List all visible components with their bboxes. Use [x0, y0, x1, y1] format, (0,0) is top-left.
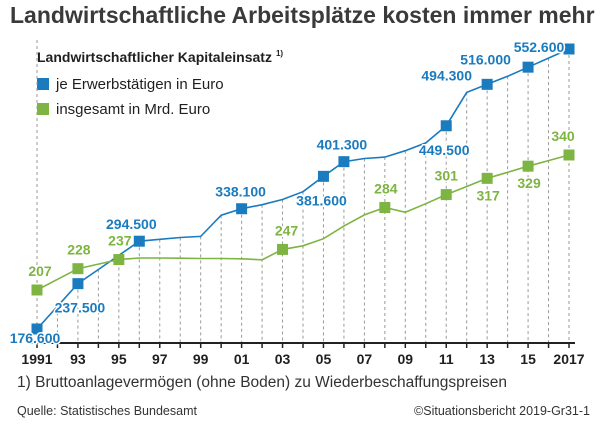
data-label-blue: 237.500 — [55, 300, 106, 316]
series-line-green — [36, 154, 570, 291]
data-point-green — [31, 284, 43, 296]
footnote-marker: 1) — [17, 374, 31, 391]
x-tick-label: 13 — [479, 351, 495, 367]
x-tick-label: 99 — [193, 351, 209, 367]
chart-svg: Landwirtschaftlicher Kapitaleinsatz 1) je… — [8, 38, 585, 368]
legend-label-green: insgesamt in Mrd. Euro — [56, 101, 210, 118]
legend-title-note: 1) — [276, 49, 283, 58]
x-tick-label: 97 — [152, 351, 168, 367]
data-point-green — [481, 172, 493, 184]
x-tick-label: 05 — [316, 351, 332, 367]
data-point-blue — [563, 43, 575, 55]
data-label-green: 237 — [108, 233, 132, 249]
data-label-blue: 449.500 — [419, 142, 470, 158]
legend: Landwirtschaftlicher Kapitaleinsatz 1) je… — [37, 49, 283, 118]
data-label-green: 329 — [517, 175, 541, 191]
data-label-green: 340 — [551, 128, 575, 144]
data-label-blue: 338.100 — [215, 184, 266, 200]
data-label-blue: 176.600 — [10, 330, 61, 346]
legend-label-blue: je Erwerbstätigen in Euro — [55, 76, 224, 93]
data-point-green — [113, 254, 125, 266]
data-label-green: 228 — [67, 242, 91, 258]
x-tick-label: 01 — [234, 351, 250, 367]
x-tick-label: 03 — [275, 351, 291, 367]
x-tick-label: 07 — [357, 351, 373, 367]
data-point-blue — [72, 278, 84, 290]
data-point-blue — [317, 170, 329, 182]
chart-title: Landwirtschaftliche Arbeitsplätze kosten… — [10, 2, 595, 28]
data-point-blue — [31, 323, 43, 335]
data-label-blue: 294.500 — [106, 216, 157, 232]
data-point-blue — [338, 156, 350, 168]
legend-swatch-blue — [37, 78, 49, 90]
source-text: Quelle: Statistisches Bundesamt — [17, 404, 197, 418]
data-label-blue: 381.600 — [296, 192, 347, 208]
data-label-green: 207 — [28, 263, 52, 279]
data-point-green — [277, 243, 289, 255]
data-point-blue — [236, 203, 248, 215]
data-point-green — [72, 263, 84, 275]
footnote: 1) Bruttoanlagevermögen (ohne Boden) zu … — [17, 374, 507, 392]
x-tick-label: 15 — [520, 351, 536, 367]
data-point-green — [563, 149, 575, 161]
data-point-blue — [481, 78, 493, 90]
x-tick-label: 95 — [111, 351, 127, 367]
data-point-green — [440, 189, 452, 201]
data-label-green: 317 — [476, 187, 500, 203]
data-label-blue: 401.300 — [317, 137, 368, 153]
legend-swatch-green — [37, 103, 49, 115]
data-point-green — [522, 160, 534, 172]
data-point-blue — [133, 235, 145, 247]
data-label-blue: 516.000 — [460, 51, 511, 67]
data-label-blue: 552.600 — [514, 39, 565, 55]
plot-area: 1991 93 95 97 99 01 03 05 07 09 11 13 15 2017 176.600 2… — [8, 38, 585, 368]
data-label-green: 301 — [435, 168, 459, 184]
x-tick-label: 1991 — [21, 351, 52, 367]
data-point-blue — [440, 120, 452, 132]
series-line-blue — [36, 48, 570, 330]
data-point-green — [379, 202, 391, 214]
data-label-green: 284 — [374, 181, 398, 197]
data-label-blue: 494.300 — [421, 67, 472, 83]
credit-text: ©Situationsbericht 2019-Gr31-1 — [414, 404, 590, 418]
x-tick-label: 09 — [398, 351, 414, 367]
x-tick-label: 93 — [70, 351, 86, 367]
data-point-blue — [522, 61, 534, 73]
legend-title: Landwirtschaftlicher Kapitaleinsatz 1) — [37, 49, 283, 65]
x-tick-label: 2017 — [553, 351, 584, 367]
x-tick-label: 11 — [439, 351, 454, 367]
footnote-text: Bruttoanlagevermögen (ohne Boden) zu Wie… — [35, 374, 508, 391]
data-label-green: 247 — [275, 222, 299, 238]
